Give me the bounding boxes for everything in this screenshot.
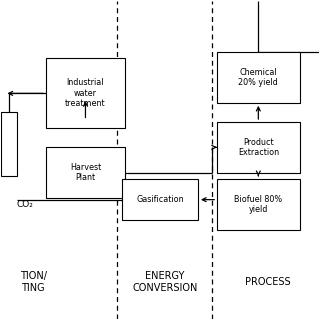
Text: TION/
TING: TION/ TING	[20, 271, 47, 293]
Bar	[46, 59, 125, 128]
Text: Biofuel 80%
yield: Biofuel 80% yield	[234, 195, 283, 214]
Bar	[1, 112, 17, 176]
Text: Chemical
20% yield: Chemical 20% yield	[238, 68, 278, 87]
Text: Industrial
water
treatment: Industrial water treatment	[65, 78, 106, 108]
Bar	[46, 147, 125, 198]
Text: Harvest
Plant: Harvest Plant	[70, 163, 101, 182]
Text: PROCESS: PROCESS	[245, 277, 291, 287]
Bar	[217, 179, 300, 230]
Bar	[122, 179, 198, 220]
Text: CO₂: CO₂	[17, 200, 34, 209]
Text: ENERGY
CONVERSION: ENERGY CONVERSION	[132, 271, 197, 293]
Text: Product
Extraction: Product Extraction	[238, 138, 279, 157]
Bar	[217, 52, 300, 103]
Bar	[217, 122, 300, 173]
Text: Gasification: Gasification	[136, 195, 184, 204]
